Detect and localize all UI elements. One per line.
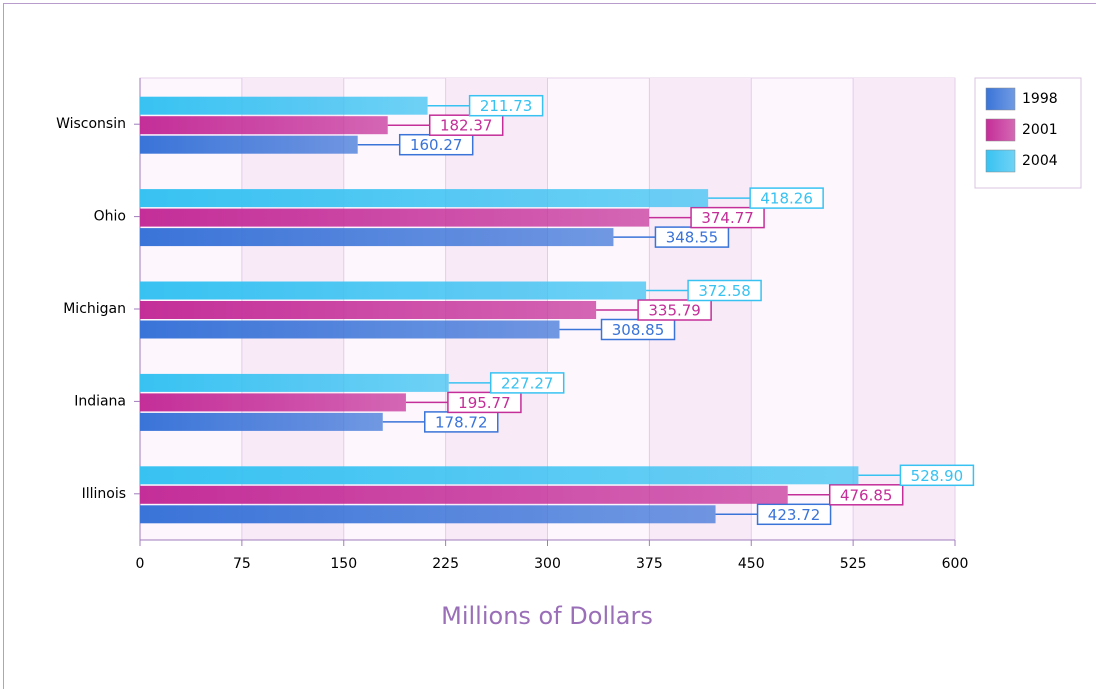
legend-swatch bbox=[985, 118, 1016, 142]
x-tick-label: 225 bbox=[432, 556, 459, 572]
value-label-box bbox=[899, 464, 975, 487]
value-label: 476.85 bbox=[840, 486, 893, 504]
value-label: 423.72 bbox=[768, 506, 821, 524]
value-label-box bbox=[690, 206, 765, 229]
value-label: 160.27 bbox=[410, 136, 463, 154]
x-tick-label: 600 bbox=[942, 556, 969, 572]
x-tick-label: 150 bbox=[330, 556, 357, 572]
value-label: 528.90 bbox=[911, 467, 964, 485]
bar bbox=[140, 505, 716, 524]
value-label: 374.77 bbox=[701, 209, 754, 227]
bar bbox=[140, 135, 358, 154]
bar bbox=[140, 393, 406, 412]
x-tick-label: 75 bbox=[233, 556, 251, 572]
y-tick-label: Michigan bbox=[63, 301, 126, 317]
bar bbox=[140, 301, 597, 319]
legend-swatch bbox=[985, 149, 1016, 173]
bar bbox=[140, 189, 709, 208]
value-label-box bbox=[428, 114, 504, 136]
value-label-box bbox=[687, 279, 762, 302]
stripe bbox=[853, 78, 955, 540]
value-label-box bbox=[828, 484, 904, 506]
value-label: 348.55 bbox=[666, 229, 719, 247]
value-label: 178.72 bbox=[435, 413, 488, 431]
value-label: 372.58 bbox=[698, 282, 751, 300]
value-label: 211.73 bbox=[480, 97, 533, 115]
y-tick-label: Indiana bbox=[74, 393, 126, 409]
value-label-box bbox=[637, 299, 712, 321]
bar bbox=[140, 228, 614, 247]
value-label: 335.79 bbox=[648, 302, 701, 320]
x-tick-label: 525 bbox=[840, 556, 867, 572]
bar bbox=[140, 208, 650, 227]
bar bbox=[140, 281, 647, 300]
x-tick-label: 0 bbox=[136, 556, 145, 572]
y-tick-label: Wisconsin bbox=[56, 116, 126, 132]
bar bbox=[140, 116, 388, 135]
x-tick-label: 300 bbox=[534, 556, 561, 572]
y-tick-label: Ohio bbox=[94, 209, 126, 225]
legend-label: 1998 bbox=[1022, 91, 1058, 107]
bar bbox=[140, 373, 449, 392]
x-tick-label: 450 bbox=[738, 556, 765, 572]
value-label-box bbox=[489, 372, 565, 394]
legend-label: 2004 bbox=[1022, 153, 1058, 169]
x-tick-label: 375 bbox=[636, 556, 663, 572]
legend-label: 2001 bbox=[1022, 122, 1058, 138]
value-label: 418.26 bbox=[760, 190, 813, 208]
x-axis-title: Millions of Dollars bbox=[441, 602, 653, 630]
bar bbox=[140, 485, 788, 504]
value-label-box bbox=[468, 94, 544, 117]
y-tick-label: Illinois bbox=[82, 486, 126, 502]
value-label: 308.85 bbox=[612, 321, 665, 339]
value-label-box bbox=[447, 391, 522, 414]
value-label: 182.37 bbox=[440, 117, 493, 135]
bar bbox=[140, 96, 428, 115]
legend-swatch bbox=[985, 87, 1016, 111]
value-label-box bbox=[749, 187, 824, 209]
bar bbox=[140, 466, 859, 485]
value-label: 227.27 bbox=[501, 374, 554, 392]
bar bbox=[140, 412, 383, 431]
value-label: 195.77 bbox=[458, 394, 511, 412]
bar bbox=[140, 320, 560, 339]
value-label-box bbox=[756, 503, 832, 526]
